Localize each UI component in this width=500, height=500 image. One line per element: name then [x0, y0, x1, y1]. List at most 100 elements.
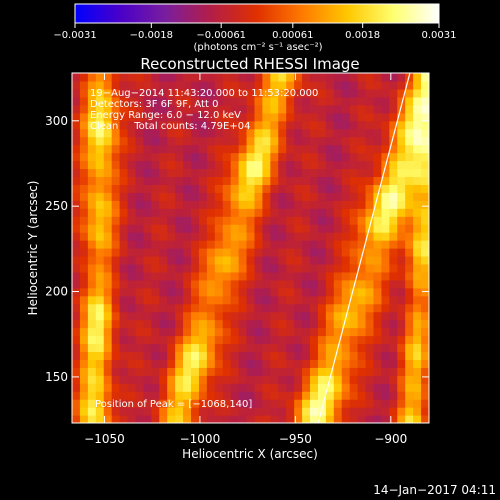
heatmap-cell	[222, 208, 232, 217]
heatmap-cell	[206, 335, 216, 345]
heatmap-cell	[238, 343, 248, 353]
heatmap-cell	[206, 383, 216, 392]
heatmap-cell	[230, 96, 240, 106]
heatmap-cell	[405, 104, 414, 114]
heatmap-cell	[159, 184, 168, 193]
heatmap-cell	[262, 271, 271, 281]
heatmap-cell	[87, 216, 97, 225]
heatmap-cell	[191, 144, 200, 154]
heatmap-cell	[230, 343, 240, 353]
heatmap-cell	[421, 383, 429, 392]
heatmap-cell	[151, 263, 160, 273]
heatmap-cell	[119, 184, 129, 193]
heatmap-cell	[286, 375, 295, 384]
heatmap-cell	[325, 168, 335, 178]
heatmap-cell	[381, 248, 390, 257]
heatmap-cell	[119, 80, 129, 90]
heatmap-cell	[198, 287, 208, 297]
heatmap-cell	[72, 263, 81, 273]
heatmap-cell	[333, 184, 343, 193]
heatmap-cell	[333, 232, 343, 241]
heatmap-cell	[413, 128, 422, 138]
heatmap-cell	[167, 152, 176, 162]
heatmap-cell	[325, 192, 335, 201]
heatmap-cell	[222, 335, 232, 345]
heatmap-cell	[341, 224, 351, 233]
heatmap-cell	[191, 224, 200, 233]
heatmap-cell	[294, 144, 303, 154]
heatmap-cell	[127, 144, 137, 154]
heatmap-cell	[214, 152, 224, 162]
heatmap-cell	[278, 327, 287, 337]
heatmap-cell	[421, 391, 429, 400]
heatmap-cell	[72, 160, 81, 170]
heatmap-cell	[397, 367, 406, 376]
heatmap-cell	[413, 415, 422, 423]
heatmap-cell	[206, 399, 216, 408]
heatmap-cell	[238, 383, 248, 392]
heatmap-cell	[381, 295, 390, 305]
heatmap-cell	[238, 255, 248, 265]
heatmap-cell	[183, 112, 192, 122]
heatmap-cell	[191, 407, 200, 416]
heatmap-cell	[183, 351, 192, 360]
heatmap-cell	[111, 200, 121, 209]
heatmap-cell	[175, 88, 184, 98]
heatmap-cell	[341, 192, 351, 201]
heatmap-cell	[381, 343, 390, 353]
heatmap-cell	[325, 295, 335, 305]
heatmap-cell	[365, 112, 375, 122]
heatmap-cell	[397, 279, 406, 289]
heatmap-cell	[103, 128, 113, 138]
heatmap-cell	[159, 224, 168, 233]
heatmap-cell	[246, 399, 256, 408]
heatmap-cell	[341, 112, 351, 122]
heatmap-cell	[79, 168, 89, 178]
heatmap-cell	[365, 208, 375, 217]
heatmap-cell	[214, 295, 224, 305]
heatmap-cell	[373, 240, 382, 249]
heatmap-cell	[317, 200, 327, 209]
heatmap-cell	[341, 248, 351, 257]
heatmap-cell	[246, 120, 256, 130]
heatmap-cell	[111, 319, 121, 329]
heatmap-cell	[373, 200, 382, 209]
heatmap-cell	[191, 359, 200, 368]
heatmap-cell	[325, 359, 335, 368]
heatmap-cell	[246, 407, 256, 416]
heatmap-cell	[405, 399, 414, 408]
heatmap-cell	[413, 359, 422, 368]
heatmap-cell	[317, 295, 327, 305]
heatmap-cell	[365, 73, 375, 82]
heatmap-cell	[381, 383, 390, 392]
heatmap-cell	[341, 327, 351, 337]
heatmap-cell	[294, 399, 303, 408]
heatmap-cell	[230, 80, 240, 90]
heatmap-cell	[286, 327, 295, 337]
heatmap-cell	[111, 375, 121, 384]
heatmap-cell	[270, 192, 279, 201]
heatmap-cell	[317, 168, 327, 178]
heatmap-cell	[119, 375, 129, 384]
heatmap-cell	[262, 351, 271, 360]
heatmap-cell	[191, 80, 200, 90]
heatmap-cell	[230, 383, 240, 392]
heatmap-cell	[389, 367, 398, 376]
heatmap-cell	[262, 415, 271, 423]
heatmap-cell	[341, 73, 351, 82]
heatmap-cell	[103, 303, 113, 313]
heatmap-cell	[72, 112, 81, 122]
heatmap-cell	[397, 303, 406, 313]
heatmap-cell	[365, 104, 375, 114]
heatmap-cell	[143, 224, 152, 233]
heatmap-cell	[183, 375, 192, 384]
heatmap-cell	[119, 415, 129, 423]
heatmap-cell	[325, 343, 335, 353]
heatmap-cell	[159, 287, 168, 297]
heatmap-cell	[103, 367, 113, 376]
heatmap-cell	[167, 287, 176, 297]
heatmap-cell	[373, 295, 382, 305]
heatmap-cell	[294, 152, 303, 162]
heatmap-cell	[230, 415, 240, 423]
heatmap-cell	[397, 112, 406, 122]
